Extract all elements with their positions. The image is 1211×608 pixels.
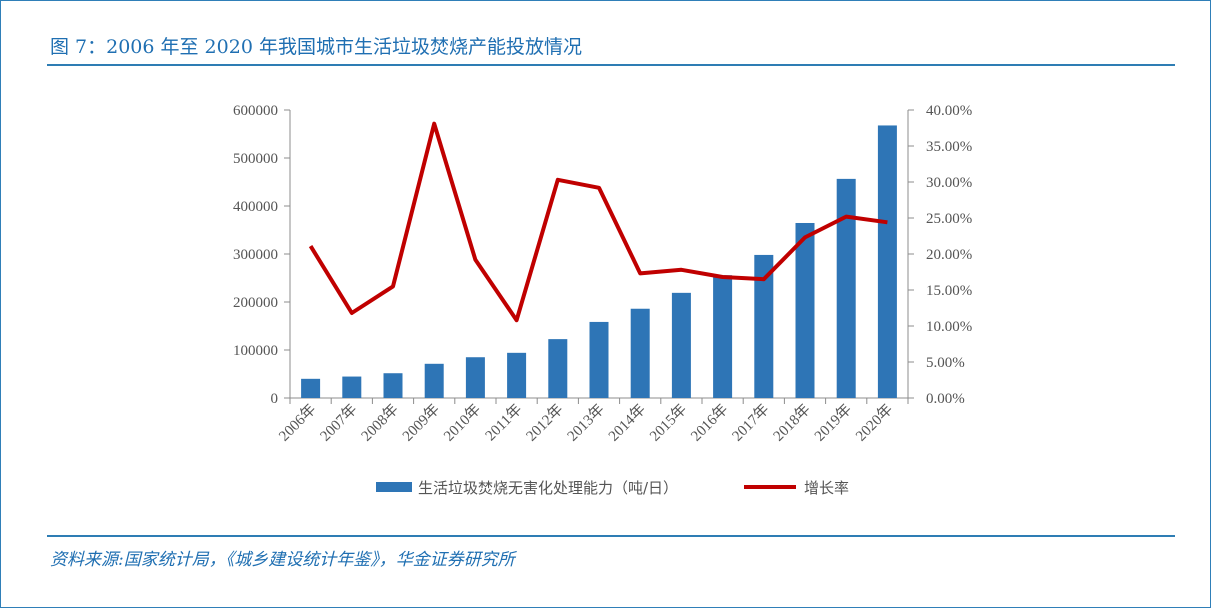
x-tick-label: 2016年: [688, 401, 732, 445]
x-axis-labels: 2006年2007年2008年2009年2010年2011年2012年2013年…: [276, 401, 897, 445]
right-tick-label: 40.00%: [926, 103, 972, 119]
title-divider: [47, 64, 1175, 66]
capacity-bar: [342, 376, 362, 398]
capacity-bar: [301, 378, 321, 398]
capacity-bar: [671, 292, 691, 398]
left-tick-label: 600000: [233, 103, 278, 119]
right-tick-label: 15.00%: [926, 283, 972, 299]
legend-bar-label: 生活垃圾焚烧无害化处理能力（吨/日）: [418, 479, 678, 497]
right-tick-label: 5.00%: [926, 355, 965, 371]
bar-series: [301, 125, 897, 399]
x-tick-label: 2007年: [317, 401, 361, 445]
x-tick-label: 2010年: [440, 401, 484, 445]
source-divider: [47, 535, 1175, 537]
source-note: 资料来源:国家统计局，《城乡建设统计年鉴》，华金证券研究所: [50, 550, 515, 570]
left-tick-label: 400000: [233, 199, 278, 215]
capacity-bar: [713, 275, 733, 398]
capacity-bar: [548, 339, 568, 398]
x-tick-label: 2018年: [770, 401, 814, 445]
growth-line-series: [308, 121, 888, 323]
x-tick-label: 2019年: [811, 401, 855, 445]
chart-axes: 0 100000 200000 300000 400000 500000 600000 0.0…: [233, 103, 972, 407]
right-tick-label: 35.00%: [926, 139, 972, 155]
x-tick-label: 2011年: [482, 401, 525, 444]
left-tick-label: 200000: [233, 295, 278, 311]
capacity-bar: [589, 321, 609, 398]
right-tick-label: 20.00%: [926, 247, 972, 263]
capacity-bar: [465, 357, 485, 398]
x-tick-label: 2009年: [399, 401, 443, 445]
capacity-bar: [424, 363, 444, 398]
legend-line-label: 增长率: [804, 479, 849, 497]
capacity-bar: [383, 373, 403, 398]
capacity-bar: [795, 222, 815, 398]
right-tick-label: 25.00%: [926, 211, 972, 227]
legend-bar-swatch: [376, 482, 412, 492]
capacity-bar: [836, 178, 856, 398]
left-tick-label: 500000: [233, 151, 278, 167]
figure-title: 图 7：2006 年至 2020 年我国城市生活垃圾焚烧产能投放情况: [50, 36, 582, 58]
x-tick-label: 2012年: [523, 401, 567, 445]
left-tick-label: 100000: [233, 343, 278, 359]
chart-legend: 生活垃圾焚烧无害化处理能力（吨/日） 增长率: [376, 479, 849, 497]
x-tick-label: 2008年: [358, 401, 402, 445]
right-tick-label: 0.00%: [926, 391, 965, 407]
left-tick-label: 300000: [233, 247, 278, 263]
x-tick-label: 2020年: [852, 401, 896, 445]
capacity-bar: [630, 308, 650, 398]
x-tick-label: 2015年: [646, 401, 690, 445]
x-tick-label: 2017年: [729, 401, 773, 445]
capacity-bar: [754, 254, 774, 398]
x-tick-label: 2006年: [276, 401, 320, 445]
right-tick-label: 10.00%: [926, 319, 972, 335]
capacity-bar: [507, 352, 527, 398]
right-tick-label: 30.00%: [926, 175, 972, 191]
x-tick-label: 2014年: [605, 401, 649, 445]
x-tick-label: 2013年: [564, 401, 608, 445]
left-tick-label: 0: [271, 391, 279, 407]
capacity-bar: [877, 125, 897, 399]
